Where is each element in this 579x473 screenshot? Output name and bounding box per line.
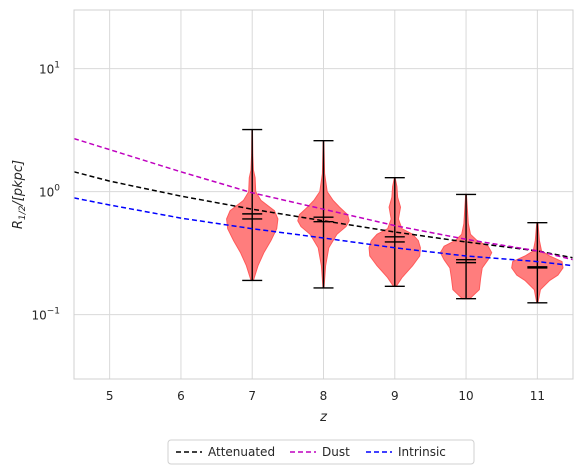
axes: 5 6 7 8 9 10 11 10−1 100 101 z R1/2/[pkpc] xyxy=(11,9,574,425)
legend-box xyxy=(167,439,475,465)
grid xyxy=(74,10,573,379)
x-tick-label: 7 xyxy=(248,389,256,403)
line-dust xyxy=(73,137,574,261)
violin-z10 xyxy=(439,193,493,300)
violins xyxy=(226,128,564,304)
violin-z8 xyxy=(297,139,350,289)
plot-frame xyxy=(73,9,574,380)
violin-z9 xyxy=(368,176,421,288)
y-tick-label: 101 xyxy=(39,61,60,77)
x-tick-label: 6 xyxy=(177,389,185,403)
y-tick-label: 100 xyxy=(39,184,60,200)
x-tick-label: 11 xyxy=(530,389,545,403)
violin-z7 xyxy=(226,128,279,282)
legend: Attenuated Dust Intrinsic xyxy=(167,439,475,465)
violin-z11 xyxy=(511,221,564,304)
x-tick-label: 10 xyxy=(458,389,473,403)
x-tick-label: 8 xyxy=(320,389,328,403)
x-tick-label: 9 xyxy=(391,389,399,403)
line-intrinsic xyxy=(73,197,574,267)
y-tick-label: 10−1 xyxy=(31,307,60,323)
y-axis-label: R1/2/[pkpc] xyxy=(11,160,28,229)
legend-label-attenuated: Attenuated xyxy=(208,445,275,459)
x-axis-label: z xyxy=(319,410,328,425)
legend-label-intrinsic: Intrinsic xyxy=(398,445,446,459)
trend-lines xyxy=(73,137,574,267)
x-tick-label: 5 xyxy=(106,389,114,403)
legend-label-dust: Dust xyxy=(322,445,350,459)
